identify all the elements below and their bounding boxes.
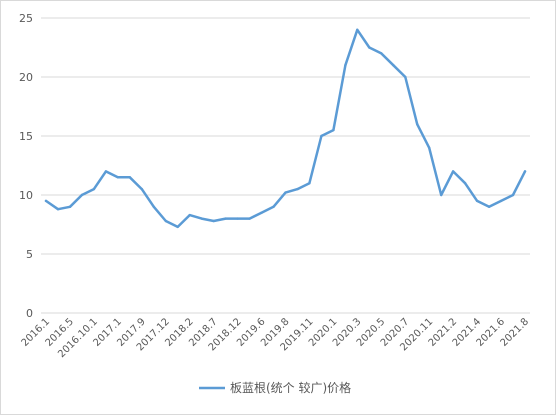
data-point — [248, 217, 251, 220]
legend: 板蓝根(统个 较广)价格 — [199, 380, 351, 395]
y-axis-tick-labels: 0 5 10 15 20 25 — [19, 12, 33, 320]
data-point — [236, 217, 239, 220]
data-point — [152, 205, 155, 208]
data-point — [188, 213, 191, 217]
data-point — [332, 128, 335, 132]
data-point — [80, 193, 84, 197]
data-point — [272, 205, 275, 208]
data-point — [104, 170, 108, 173]
series-line-0 — [44, 28, 527, 229]
gridlines — [41, 17, 530, 314]
data-point — [511, 193, 515, 197]
data-point — [523, 170, 527, 173]
data-point — [308, 182, 311, 185]
data-point — [128, 176, 131, 179]
data-point — [451, 170, 455, 173]
data-point — [320, 134, 323, 138]
data-point — [164, 219, 167, 223]
data-point — [392, 63, 395, 67]
data-point — [92, 187, 96, 191]
data-point — [428, 146, 431, 149]
data-point — [368, 46, 371, 49]
y-tick-label: 20 — [19, 71, 33, 84]
data-point — [200, 217, 203, 220]
y-tick-label: 15 — [19, 130, 33, 143]
data-point — [404, 75, 407, 79]
data-point — [296, 187, 299, 191]
data-point — [44, 199, 48, 203]
data-point — [68, 205, 72, 208]
legend-label: 板蓝根(统个 较广)价格 — [230, 380, 351, 395]
data-point — [212, 219, 215, 223]
data-point — [140, 187, 143, 191]
series-layer — [44, 28, 527, 229]
data-point — [260, 211, 263, 214]
data-point — [344, 63, 347, 67]
data-point — [487, 205, 491, 208]
data-point — [284, 191, 287, 194]
data-point — [116, 176, 120, 179]
data-point — [56, 208, 60, 211]
data-point — [176, 225, 179, 229]
x-axis-tick-labels: 2016.12016.52016.10.12017.12017.92017.12… — [20, 316, 532, 360]
data-point — [416, 123, 419, 126]
data-point — [380, 52, 383, 55]
y-tick-label: 10 — [19, 189, 33, 202]
y-tick-label: 25 — [19, 12, 33, 25]
y-tick-label: 0 — [26, 307, 33, 320]
data-point — [356, 28, 359, 31]
data-point — [475, 199, 479, 203]
y-tick-label: 5 — [26, 248, 33, 261]
data-point — [440, 193, 443, 197]
data-point — [463, 182, 467, 185]
data-point — [499, 199, 503, 203]
data-point — [224, 217, 227, 220]
